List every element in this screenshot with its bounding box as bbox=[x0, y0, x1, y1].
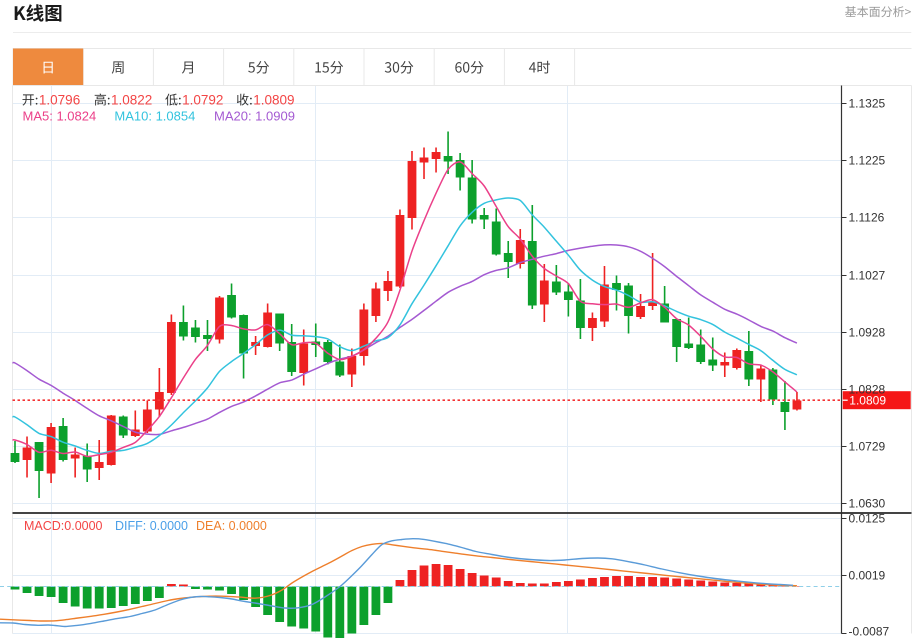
svg-text:1.0630: 1.0630 bbox=[849, 497, 886, 511]
svg-text:1.1325: 1.1325 bbox=[849, 97, 886, 111]
svg-text:DIFF: 0.0000: DIFF: 0.0000 bbox=[115, 519, 188, 533]
svg-text:MACD:0.0000: MACD:0.0000 bbox=[24, 519, 103, 533]
svg-text:MA20: 1.0909: MA20: 1.0909 bbox=[214, 108, 295, 123]
svg-text:MA10: 1.0854: MA10: 1.0854 bbox=[114, 108, 195, 123]
svg-text:1.0809: 1.0809 bbox=[253, 93, 294, 108]
svg-text:1.0792: 1.0792 bbox=[182, 93, 223, 108]
svg-text:1.0729: 1.0729 bbox=[849, 440, 886, 454]
svg-text:1.0809: 1.0809 bbox=[849, 394, 886, 408]
svg-text:0.0125: 0.0125 bbox=[849, 512, 886, 526]
svg-text:MA5: 1.0824: MA5: 1.0824 bbox=[23, 108, 97, 123]
svg-text:1.0828: 1.0828 bbox=[849, 383, 886, 397]
svg-text:1.0796: 1.0796 bbox=[39, 93, 80, 108]
svg-text:1.1027: 1.1027 bbox=[849, 269, 886, 283]
svg-text:1.1225: 1.1225 bbox=[849, 154, 886, 168]
svg-text:DEA: 0.0000: DEA: 0.0000 bbox=[196, 519, 267, 533]
svg-text:1.0822: 1.0822 bbox=[111, 93, 152, 108]
svg-text:1.0928: 1.0928 bbox=[849, 326, 886, 340]
svg-text:1.1126: 1.1126 bbox=[849, 211, 885, 225]
svg-text:0.0019: 0.0019 bbox=[849, 569, 886, 583]
svg-text:-0.0087: -0.0087 bbox=[849, 625, 890, 639]
